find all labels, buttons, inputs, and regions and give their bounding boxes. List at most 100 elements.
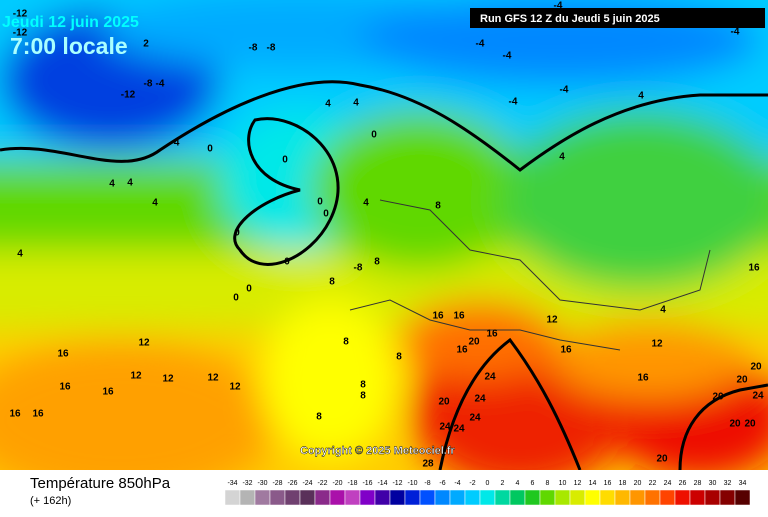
colorbar-tick-label: 26 <box>679 480 687 487</box>
contour-label: -4 <box>554 1 563 12</box>
color-swatch <box>584 489 601 506</box>
contour-label: -12 <box>121 90 136 101</box>
contour-label: 12 <box>229 382 241 393</box>
colorbar-tick-label: 18 <box>619 480 627 487</box>
contour-label: 0 <box>371 130 377 141</box>
contour-label: -4 <box>156 79 165 90</box>
contour-label: 8 <box>396 352 402 363</box>
contour-label: 2 <box>143 39 149 50</box>
colorbar-tick-label: 32 <box>724 480 732 487</box>
color-swatch <box>479 489 496 506</box>
contour-label: 4 <box>17 249 23 260</box>
contour-label: 4 <box>638 91 644 102</box>
lead-time: (+ 162h) <box>30 495 71 507</box>
contour-label: -4 <box>503 51 512 62</box>
contour-label: -4 <box>509 97 518 108</box>
contour-label: 20 <box>744 419 756 430</box>
contour-label: 0 <box>246 284 252 295</box>
contour-label: 20 <box>750 362 762 373</box>
contour-label: 12 <box>651 339 663 350</box>
colorbar-tick-label: -20 <box>332 480 342 487</box>
color-swatch <box>329 489 346 506</box>
color-swatch <box>494 489 511 506</box>
colorbar-tick-label: -30 <box>257 480 267 487</box>
contour-label: 24 <box>469 413 481 424</box>
colorbar-tick-label: 16 <box>604 480 612 487</box>
contour-label: -4 <box>560 85 569 96</box>
color-swatch <box>719 489 736 506</box>
contour-label: -8 <box>249 43 258 54</box>
colorbar-tick-label: 10 <box>559 480 567 487</box>
colorbar-tick-label: 4 <box>516 480 520 487</box>
contour-label: 4 <box>325 99 331 110</box>
colorbar-tick-label: 28 <box>694 480 702 487</box>
color-swatch <box>224 489 241 506</box>
contour-label: 20 <box>468 337 480 348</box>
contour-label: 12 <box>130 371 142 382</box>
colorbar-tick-label: -8 <box>424 480 430 487</box>
color-swatch <box>734 489 751 506</box>
colorbar-tick-label: 12 <box>574 480 582 487</box>
contour-label: 4 <box>353 98 359 109</box>
contour-label: 4 <box>127 178 133 189</box>
colorbar-tick-label: 22 <box>649 480 657 487</box>
footer-title: Température 850hPa <box>30 475 171 492</box>
colorbar-tick-label: 20 <box>634 480 642 487</box>
contour-label: 12 <box>207 373 219 384</box>
copyright: Copyright © 2025 Meteociel.fr <box>300 445 456 457</box>
contour-label: -4 <box>476 39 485 50</box>
colorbar-tick-label: 8 <box>546 480 550 487</box>
contour-label: 16 <box>9 409 21 420</box>
contour-label: 16 <box>456 345 468 356</box>
colorbar-tick-label: 34 <box>739 480 747 487</box>
contour-label: 16 <box>453 311 465 322</box>
contour-label: 20 <box>736 375 748 386</box>
local-time: 7:00 locale <box>10 33 128 59</box>
colorbar-tick-label: -14 <box>377 480 387 487</box>
color-swatch <box>644 489 661 506</box>
contour-label: 12 <box>546 315 558 326</box>
color-swatch <box>689 489 706 506</box>
contour-label: 28 <box>422 459 434 470</box>
color-swatch <box>419 489 436 506</box>
color-swatch <box>344 489 361 506</box>
contour-label: 4 <box>109 179 115 190</box>
contour-label: 0 <box>323 209 329 220</box>
contour-label: 16 <box>59 382 71 393</box>
contour-label: 16 <box>57 349 69 360</box>
colorbar-tick-label: 14 <box>589 480 597 487</box>
colorbar: -34 -32 -30 -28 -26 -24 -22 -20 -18 -16 -14 -12 -10-… <box>224 480 751 506</box>
temperature-field <box>0 0 768 470</box>
contour-label: 12 <box>138 338 150 349</box>
colorbar-tick-label: -24 <box>302 480 312 487</box>
contour-label: 16 <box>32 409 44 420</box>
colorbar-tick-label: -34 <box>227 480 237 487</box>
colorbar-tick-label: -16 <box>362 480 372 487</box>
run-box <box>470 8 765 28</box>
contour-label: 12 <box>162 374 174 385</box>
contour-label: 8 <box>343 337 349 348</box>
contour-label: 4 <box>660 305 666 316</box>
color-swatch <box>284 489 301 506</box>
contour-label: -8 <box>354 263 363 274</box>
contour-label: -12 <box>13 9 28 20</box>
colorbar-tick-label: 6 <box>531 480 535 487</box>
contour-label: 16 <box>486 329 498 340</box>
colorbar-tick-label: -18 <box>347 480 357 487</box>
colorbar-tick-label: -32 <box>242 480 252 487</box>
contour-label: -8 <box>267 43 276 54</box>
color-swatch <box>569 489 586 506</box>
contour-label: -12 <box>13 28 28 39</box>
color-swatch <box>449 489 466 506</box>
color-swatch <box>509 489 526 506</box>
contour-label: 0 <box>284 257 290 268</box>
color-swatch <box>614 489 631 506</box>
colorbar-tick-label: -4 <box>454 480 460 487</box>
contour-label: 8 <box>360 391 366 402</box>
contour-label: 0 <box>282 155 288 166</box>
contour-label: 16 <box>102 387 114 398</box>
contour-label: 8 <box>329 277 335 288</box>
contour-label: 4 <box>559 152 565 163</box>
